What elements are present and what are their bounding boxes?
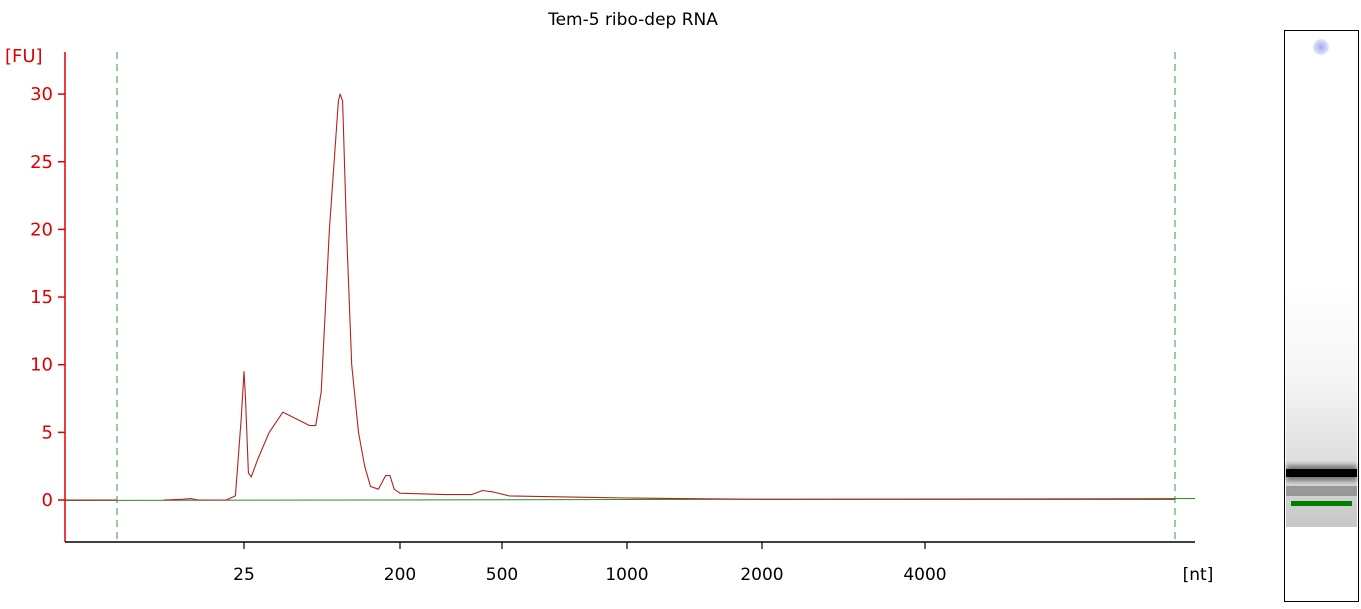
chart-title: Tem-5 ribo-dep RNA <box>547 10 718 30</box>
y-tick-label: 15 <box>30 287 53 308</box>
y-tick-label: 5 <box>42 422 53 443</box>
x-axis: 25 200 500 1000 2000 4000 <box>65 541 1195 585</box>
gel-band-shadow <box>1286 486 1357 496</box>
x-axis-label: [nt] <box>1183 565 1214 585</box>
y-tick-label: 10 <box>30 355 53 376</box>
y-axis: 0 5 10 15 20 25 30 <box>30 52 66 542</box>
sample-trace <box>163 93 1175 501</box>
x-tick-label: 25 <box>233 565 255 585</box>
y-tick-label: 0 <box>42 490 53 511</box>
x-tick-label: 200 <box>384 565 416 585</box>
y-axis-label: [FU] <box>5 46 43 67</box>
gel-lane <box>1284 30 1359 602</box>
y-tick-label: 20 <box>30 219 53 240</box>
x-tick-label: 4000 <box>903 565 946 585</box>
gel-band-main <box>1286 469 1357 477</box>
marker-lines <box>116 52 1176 542</box>
traces <box>64 93 1196 501</box>
gel-lower-marker <box>1291 501 1352 506</box>
x-tick-label: 2000 <box>740 565 783 585</box>
x-tick-label: 1000 <box>605 565 648 585</box>
y-tick-label: 30 <box>30 84 53 105</box>
x-tick-label: 500 <box>486 565 518 585</box>
y-tick-label: 25 <box>30 152 53 173</box>
gel-smear <box>1286 281 1357 527</box>
gel-well-icon <box>1313 39 1329 55</box>
